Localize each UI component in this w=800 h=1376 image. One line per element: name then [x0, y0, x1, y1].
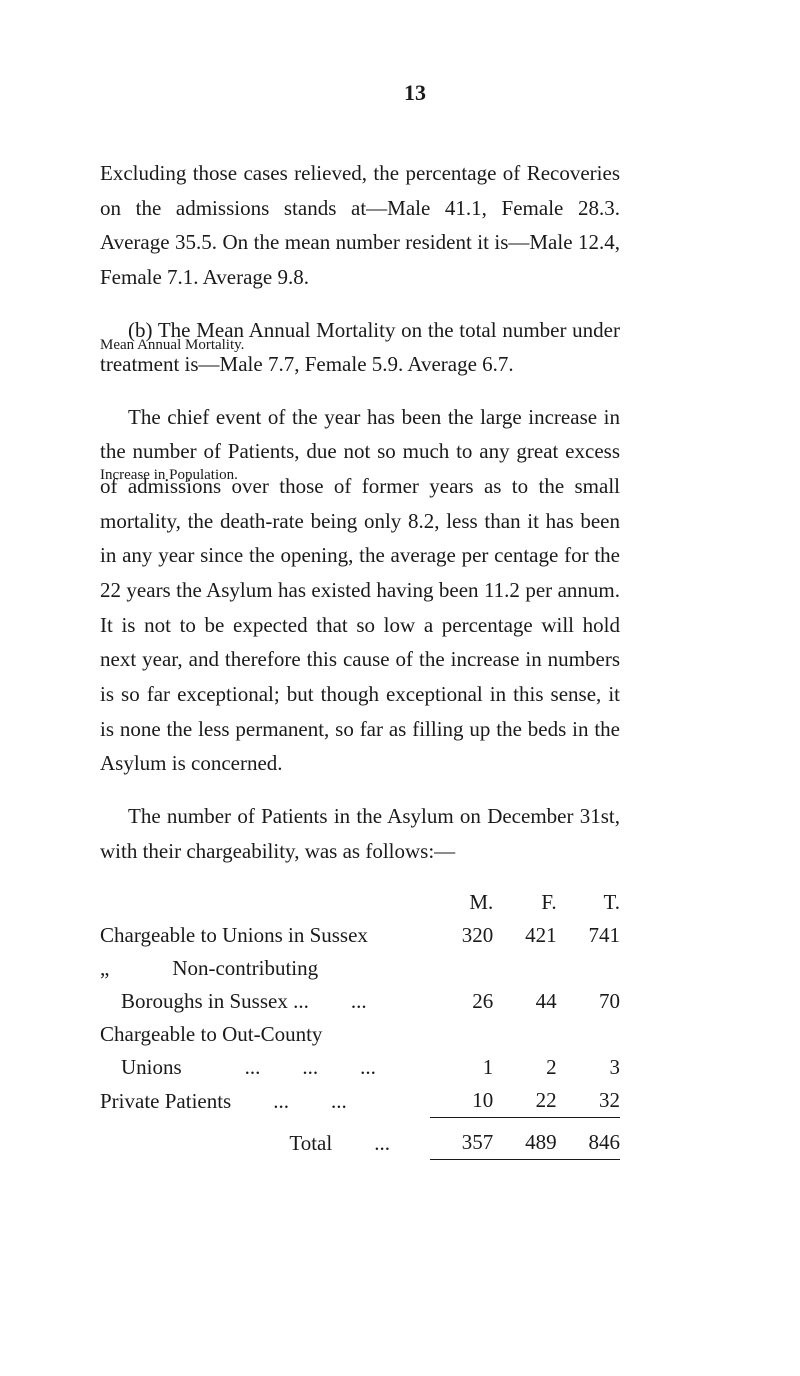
cell-label: „ Non-contributing [100, 952, 430, 985]
cell-t: 32 [557, 1084, 620, 1118]
paragraph-1: Excluding those cases relieved, the perc… [100, 156, 620, 295]
margin-note-population: Increase in Population. [100, 466, 238, 485]
header-m: M. [430, 886, 493, 919]
cell-f: 2 [493, 1051, 556, 1084]
paragraph-4: The number of Patients in the Asylum on … [100, 799, 620, 868]
content-area: Excluding those cases relieved, the perc… [100, 156, 730, 1168]
cell-m: 320 [430, 919, 493, 952]
total-f: 489 [493, 1126, 556, 1160]
margin-note-mortality: Mean Annual Mortality. [100, 336, 244, 355]
table-rule [100, 1160, 620, 1169]
table-total-row: Total ... 357 489 846 [100, 1126, 620, 1160]
cell-t: 741 [557, 919, 620, 952]
table-row: Private Patients ... ... 10 22 32 [100, 1084, 620, 1118]
cell-m [430, 952, 493, 985]
cell-label: Chargeable to Unions in Sussex [100, 919, 430, 952]
cell-m: 26 [430, 985, 493, 1018]
table-row: Chargeable to Unions in Sussex 320 421 7… [100, 919, 620, 952]
cell-m: 10 [430, 1084, 493, 1118]
cell-label: Private Patients ... ... [100, 1084, 430, 1118]
total-m: 357 [430, 1126, 493, 1160]
cell-t [557, 1018, 620, 1051]
table-row: Chargeable to Out-County [100, 1018, 620, 1051]
table-row: Boroughs in Sussex ... ... 26 44 70 [100, 985, 620, 1018]
table-row: „ Non-contributing [100, 952, 620, 985]
chargeability-table: M. F. T. Chargeable to Unions in Sussex … [100, 886, 620, 1168]
cell-f: 22 [493, 1084, 556, 1118]
total-t: 846 [557, 1126, 620, 1160]
cell-f: 44 [493, 985, 556, 1018]
table-row: Unions ... ... ... 1 2 3 [100, 1051, 620, 1084]
table-header-row: M. F. T. [100, 886, 620, 919]
table-rule [100, 1118, 620, 1127]
cell-label: Boroughs in Sussex ... ... [100, 985, 430, 1018]
cell-f [493, 1018, 556, 1051]
page: 13 Excluding those cases relieved, the p… [0, 0, 800, 1376]
cell-t: 70 [557, 985, 620, 1018]
cell-m [430, 1018, 493, 1051]
paragraph-3: The chief event of the year has been the… [100, 400, 620, 781]
cell-t: 3 [557, 1051, 620, 1084]
cell-m: 1 [430, 1051, 493, 1084]
cell-f [493, 952, 556, 985]
cell-f: 421 [493, 919, 556, 952]
page-number: 13 [100, 80, 730, 106]
header-f: F. [493, 886, 556, 919]
cell-label: Unions ... ... ... [100, 1051, 430, 1084]
cell-t [557, 952, 620, 985]
header-blank [100, 886, 430, 919]
cell-label: Chargeable to Out-County [100, 1018, 430, 1051]
header-t: T. [557, 886, 620, 919]
total-label: Total ... [100, 1126, 430, 1160]
main-column: Excluding those cases relieved, the perc… [100, 156, 620, 1168]
